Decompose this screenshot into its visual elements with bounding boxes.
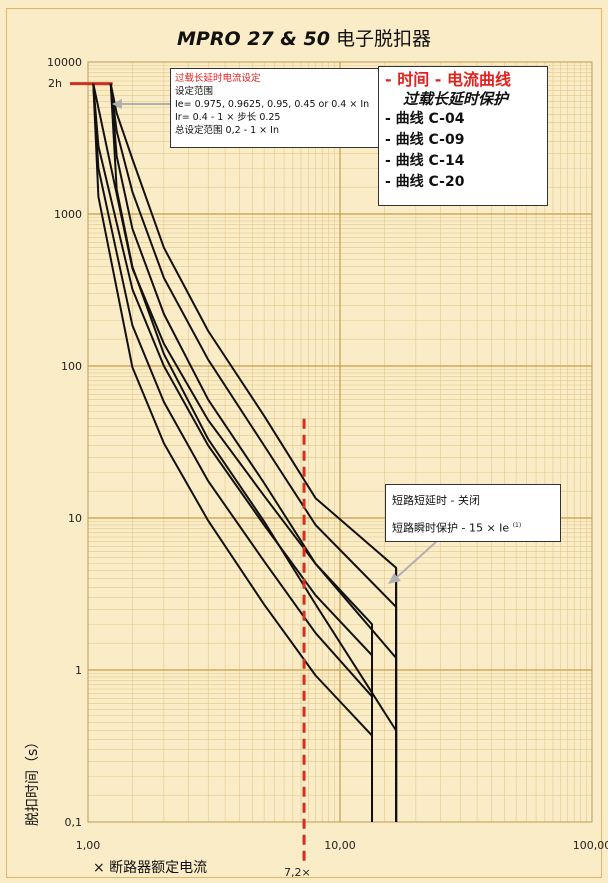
legend-subtitle: 过载长延时保护 [403,90,509,108]
overload-settings-box: 过载长延时电流设定 设定范围 Ie= 0.975, 0.9625, 0.95, … [170,68,385,148]
settings-line4: 总设定范围 0,2 - 1 × In [175,125,279,136]
marker-label: 7,2× [284,866,311,879]
short-circuit-box: 短路短延时 - 关闭 短路瞬时保护 - 15 × Ie (1) [385,484,561,542]
chart-title: MPRO 27 & 50 电子脱扣器 [0,24,608,51]
curve-6 [109,83,398,822]
x-tick-label: 100,00 [573,839,608,852]
legend: - 时间 - 电流曲线 过载长延时保护 - 曲线 C-04 - 曲线 C-09 … [378,66,548,206]
curve-0 [92,83,373,822]
curve-7 [109,83,398,822]
legend-item-c20: - 曲线 C-20 [385,174,465,190]
y-tick-label: 10 [68,512,82,525]
settings-heading: 过载长延时电流设定 [175,73,261,84]
legend-item-c09: - 曲线 C-09 [385,132,465,148]
legend-title: - 时间 - 电流曲线 [385,70,511,89]
y-tick-label: 100 [61,360,82,373]
short-circuit-pointer [395,541,437,579]
x-axis-label: × 断路器额定电流 [93,860,208,876]
short-circuit-pointer-head [388,573,401,584]
short-circuit-line2-text: 短路瞬时保护 - 15 × Ie [392,521,510,535]
settings-line1: 设定范围 [175,86,214,97]
settings-pointer-head [112,99,122,109]
chart-frame [6,8,602,878]
curve-2 [92,83,373,822]
footnote-marker: (1) [512,522,522,529]
curve-4 [109,83,398,822]
y-tick-label: 1000 [54,208,82,221]
short-circuit-line1: 短路短延时 - 关闭 [392,494,480,507]
title-suffix: 电子脱扣器 [335,28,431,50]
settings-line2: Ie= 0.975, 0.9625, 0.95, 0.45 or 0.4 × I… [175,99,370,110]
legend-item-c14: - 曲线 C-14 [385,153,465,169]
curve-5 [109,83,398,822]
y-tick-label: 0,1 [65,816,83,829]
x-tick-label: 10,00 [324,839,356,852]
x-tick-label: 1,00 [76,839,101,852]
y-tick-label: 10000 [47,56,82,69]
legend-item-c04: - 曲线 C-04 [385,111,465,127]
curve-3 [92,83,373,822]
h-label: 2h [48,77,62,90]
curve-1 [92,83,373,822]
plot-border [87,61,593,823]
y-tick-label: 1 [75,664,82,677]
y-axis-label: 脱扣时间（s） [25,734,41,826]
short-circuit-line2: 短路瞬时保护 - 15 × Ie (1) [392,513,554,541]
settings-line3: Ir= 0.4 - 1 × 步长 0.25 [175,112,281,123]
title-model: MPRO 27 & 50 [177,28,330,50]
